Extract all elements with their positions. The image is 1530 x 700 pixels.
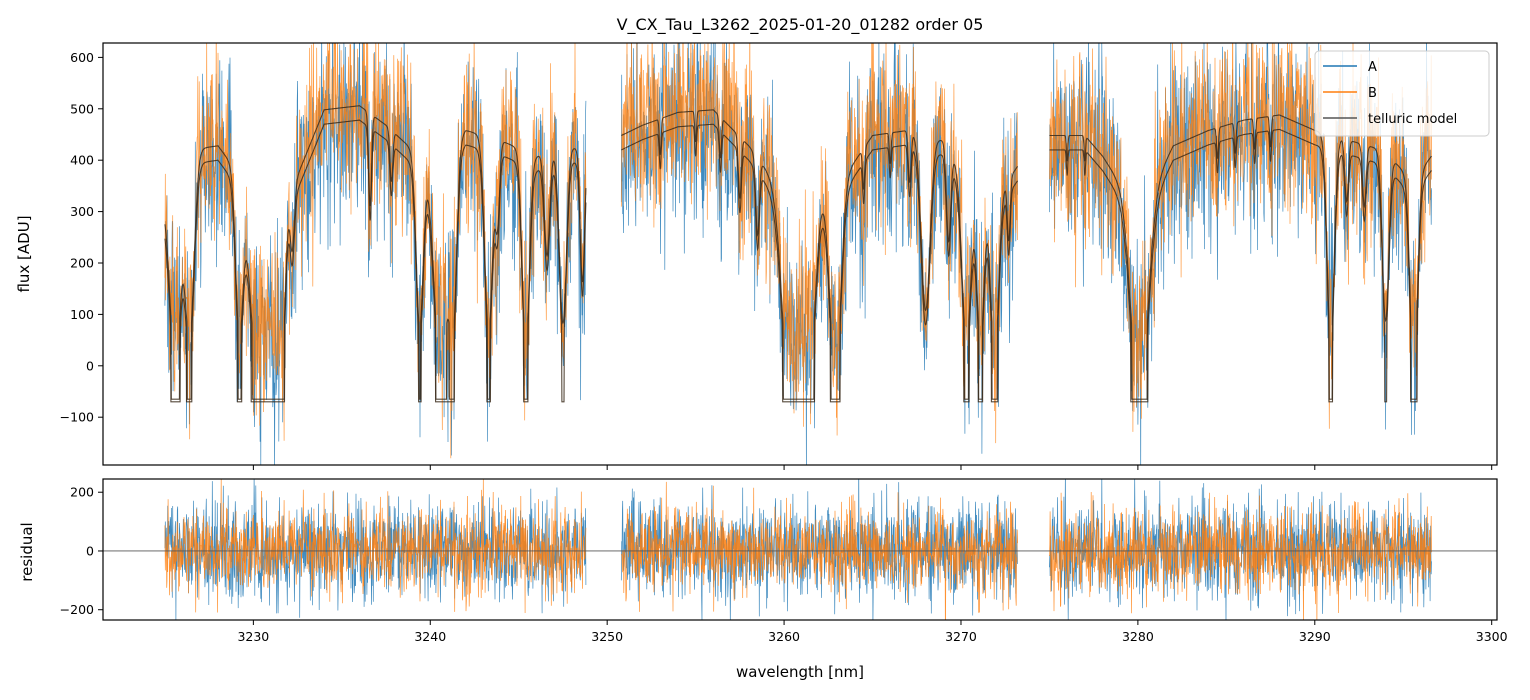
residual-b-3 [1049, 491, 1432, 620]
top-axes-frame [102, 42, 1498, 466]
top-y-tick-label: 600 [70, 50, 94, 65]
bottom-x-tick-label: 3240 [414, 629, 446, 644]
top-y-ticks: −100 0 100 200 300 400 500 600 [60, 50, 103, 425]
bottom-x-tick-label: 3260 [768, 629, 800, 644]
bottom-x-ticks: 3230 3240 3250 3260 3270 3280 3290 3300 [237, 620, 1508, 644]
legend-label-b: B [1368, 86, 1377, 101]
legend-label-a: A [1368, 60, 1377, 75]
top-x-ticks [252, 465, 1493, 470]
bottom-y-ticks: −200 0 200 [60, 485, 103, 617]
bottom-plot-area [103, 479, 1497, 620]
telluric-model-b-3 [1049, 114, 1432, 400]
top-y-tick-label: 500 [70, 101, 94, 116]
series-b-spectrum-1 [164, 43, 587, 459]
bottom-x-tick-label: 3230 [237, 629, 269, 644]
top-y-tick-label: 300 [70, 204, 94, 219]
top-y-tick-label: 100 [70, 307, 94, 322]
chart-title: V_CX_Tau_L3262_2025-01-20_01282 order 05 [617, 15, 984, 35]
telluric-model-b-2 [621, 109, 1019, 400]
telluric-model-a-2 [621, 123, 1019, 403]
top-y-tick-label: 200 [70, 255, 94, 270]
bottom-y-axis-label: residual [18, 522, 36, 581]
telluric-model-b-1 [164, 105, 587, 400]
top-y-axis-label: flux [ADU] [15, 215, 33, 292]
legend-label-model: telluric model [1368, 112, 1457, 127]
legend: A B telluric model [1314, 50, 1490, 137]
top-plot-area [164, 43, 1432, 465]
bottom-panel: −200 0 200 3230 3240 3250 3260 3270 3280 3290 330… [18, 478, 1508, 681]
top-y-tick-label: 400 [70, 153, 94, 168]
bottom-y-tick-label: −200 [60, 602, 94, 617]
residual-b-2 [620, 481, 1018, 620]
bottom-x-tick-label: 3280 [1122, 629, 1154, 644]
bottom-y-tick-label: 0 [86, 543, 94, 558]
legend-frame [1314, 50, 1490, 137]
x-axis-label: wavelength [nm] [736, 663, 864, 681]
bottom-x-tick-label: 3270 [945, 629, 977, 644]
residual-a-1 [164, 479, 587, 620]
bottom-x-tick-label: 3250 [591, 629, 623, 644]
bottom-x-tick-label: 3290 [1299, 629, 1331, 644]
bottom-y-tick-label: 200 [70, 485, 94, 500]
top-y-tick-label: −100 [60, 410, 94, 425]
bottom-x-tick-label: 3300 [1476, 629, 1508, 644]
top-y-tick-label: 0 [86, 358, 94, 373]
top-panel: −100 0 100 200 300 400 500 600 flux [ADU] A B t… [15, 42, 1498, 470]
telluric-model-a-3 [1049, 128, 1432, 403]
bottom-axes-frame [102, 478, 1498, 621]
residual-b-1 [164, 479, 587, 614]
